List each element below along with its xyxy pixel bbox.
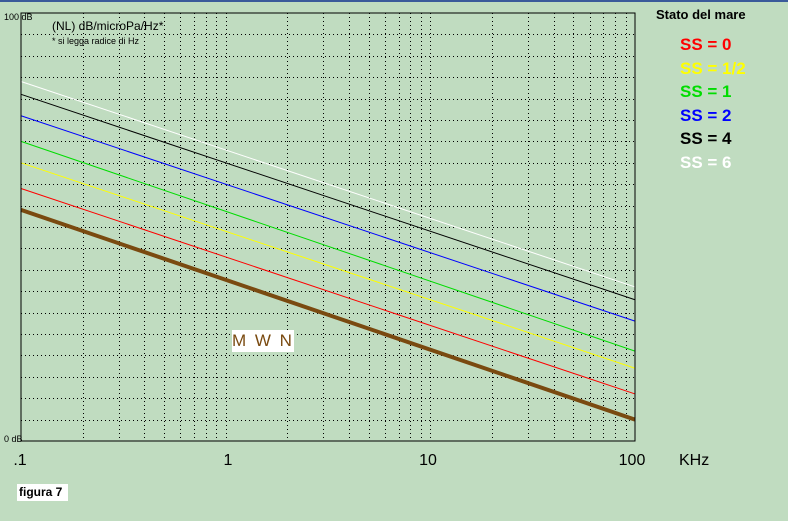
legend-item: SS = 1/2	[680, 58, 746, 78]
legend-title: Stato del mare	[656, 7, 746, 22]
series-line	[20, 140, 636, 352]
legend: SS = 0 SS = 1/2 SS = 1 SS = 2 SS = 4 SS …	[680, 33, 746, 175]
series-lines	[20, 81, 636, 422]
legend-item: SS = 1	[680, 82, 732, 102]
series-line	[20, 115, 636, 322]
legend-item: SS = 4	[680, 129, 732, 149]
y-axis-bottom-label: 0 dB	[4, 434, 23, 444]
top-border	[0, 0, 788, 2]
series-line	[20, 207, 636, 422]
series-line	[20, 81, 636, 288]
x-tick-label: 10	[419, 452, 437, 469]
legend-item: SS = 2	[680, 105, 732, 125]
figure-label: figura 7	[17, 484, 69, 501]
plot-frame	[20, 12, 636, 442]
mwn-annotation: M W N	[232, 330, 294, 352]
legend-item: SS = 0	[680, 35, 732, 54]
legend-item: SS = 6	[680, 152, 732, 172]
units-note: * si legga radice di Hz	[52, 36, 140, 46]
x-axis-unit: KHz	[679, 452, 710, 469]
x-tick-label: .1	[13, 452, 27, 469]
x-tick-label: 100	[618, 452, 646, 469]
grid	[21, 13, 635, 441]
series-line	[20, 188, 636, 395]
series-line	[20, 93, 636, 301]
y-axis-top-label: 100 dB	[4, 12, 33, 22]
units-label: (NL) dB/microPa/Hz*	[52, 19, 164, 33]
x-tick-label: 1	[223, 452, 233, 469]
series-line	[20, 162, 636, 369]
